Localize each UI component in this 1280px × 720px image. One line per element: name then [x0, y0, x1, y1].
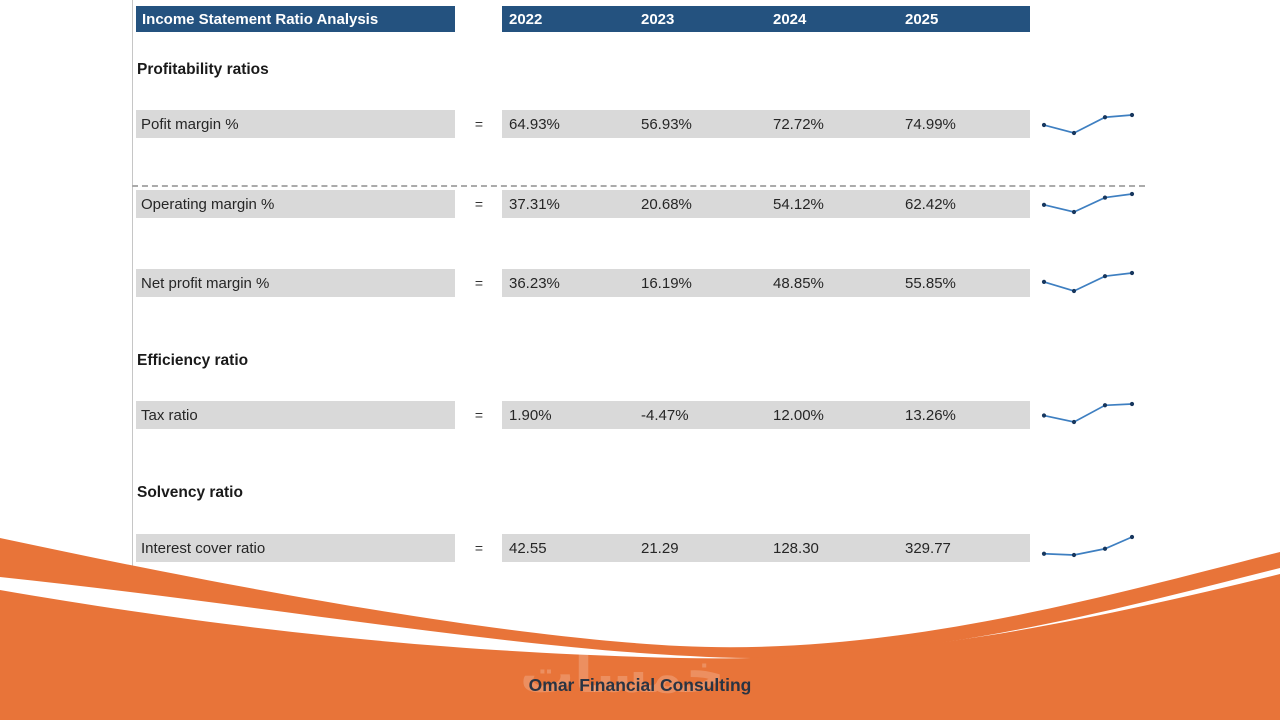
row-label-net-profit-margin[interactable]: Net profit margin % [136, 269, 455, 297]
wave-upper-band [0, 538, 1280, 659]
row-values-operating-margin: 37.31% 20.68% 54.12% 62.42% [502, 190, 1030, 218]
sparkline-net-profit-margin[interactable] [1038, 268, 1138, 296]
cell-value[interactable]: 42.55 [509, 539, 547, 557]
row-label-tax-ratio[interactable]: Tax ratio [136, 401, 455, 429]
page-break-line [132, 185, 1145, 187]
cell-value[interactable]: 72.72% [773, 115, 824, 133]
footer-wave-decoration [0, 538, 1280, 720]
row-values-profit-margin: 64.93% 56.93% 72.72% 74.99% [502, 110, 1030, 138]
sparkline-tax-ratio[interactable] [1038, 399, 1138, 427]
wave-main-body [0, 574, 1280, 720]
watermark: خمسات [520, 644, 725, 704]
cell-value[interactable]: 37.31% [509, 195, 560, 213]
cell-value[interactable]: 64.93% [509, 115, 560, 133]
equals-sign: = [474, 540, 484, 556]
cell-value[interactable]: 55.85% [905, 274, 956, 292]
cell-value[interactable]: 13.26% [905, 406, 956, 424]
cell-value[interactable]: 329.77 [905, 539, 951, 557]
section-heading-profitability: Profitability ratios [137, 61, 269, 78]
row-label-interest-cover[interactable]: Interest cover ratio [136, 534, 455, 562]
row-label-profit-margin[interactable]: Pofit margin % [136, 110, 455, 138]
sparkline-interest-cover[interactable] [1038, 532, 1138, 560]
cell-value[interactable]: 12.00% [773, 406, 824, 424]
table-title-cell[interactable]: Income Statement Ratio Analysis [136, 6, 455, 32]
section-heading-efficiency: Efficiency ratio [137, 352, 249, 369]
row-values-net-profit-margin: 36.23% 16.19% 48.85% 55.85% [502, 269, 1030, 297]
cell-value[interactable]: 21.29 [641, 539, 679, 557]
year-header-row: 2022 2023 2024 2025 [502, 6, 1030, 32]
brand-text: Omar Financial Consulting [528, 675, 752, 695]
cell-value[interactable]: 74.99% [905, 115, 956, 133]
row-values-interest-cover: 42.55 21.29 128.30 329.77 [502, 534, 1030, 562]
cell-value[interactable]: 54.12% [773, 195, 824, 213]
year-header-2025[interactable]: 2025 [905, 10, 939, 28]
cell-value[interactable]: 36.23% [509, 274, 560, 292]
sparkline-operating-margin[interactable] [1038, 189, 1138, 217]
equals-sign: = [474, 116, 484, 132]
cell-value[interactable]: 56.93% [641, 115, 692, 133]
cell-value[interactable]: 1.90% [509, 406, 552, 424]
cell-value[interactable]: 20.68% [641, 195, 692, 213]
sparkline-profit-margin[interactable] [1038, 110, 1138, 138]
year-header-2022[interactable]: 2022 [509, 10, 543, 28]
section-heading-solvency: Solvency ratio [137, 484, 243, 501]
cell-value[interactable]: -4.47% [641, 406, 689, 424]
cell-value[interactable]: 62.42% [905, 195, 956, 213]
row-values-tax-ratio: 1.90% -4.47% 12.00% 13.26% [502, 401, 1030, 429]
row-label-operating-margin[interactable]: Operating margin % [136, 190, 455, 218]
year-header-2024[interactable]: 2024 [773, 10, 807, 28]
equals-sign: = [474, 196, 484, 212]
column-gridline [132, 0, 133, 590]
cell-value[interactable]: 48.85% [773, 274, 824, 292]
cell-value[interactable]: 16.19% [641, 274, 692, 292]
equals-sign: = [474, 407, 484, 423]
equals-sign: = [474, 275, 484, 291]
cell-value[interactable]: 128.30 [773, 539, 819, 557]
year-header-2023[interactable]: 2023 [641, 10, 675, 28]
